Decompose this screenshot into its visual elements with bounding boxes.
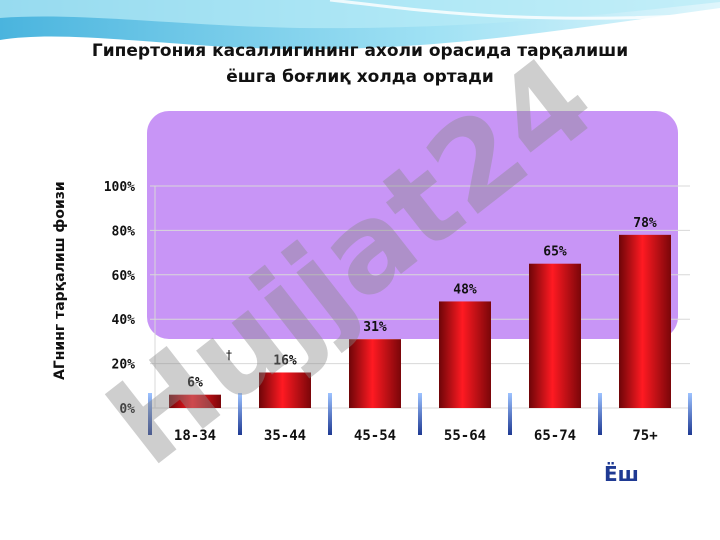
- chart-title-line2: ёшга боғлиқ холда ортади: [226, 67, 494, 87]
- y-tick-label: 60%: [112, 269, 136, 284]
- data-label: 6%: [187, 376, 203, 391]
- category-separator: [418, 393, 422, 435]
- data-label: 78%: [633, 216, 657, 231]
- y-tick-label: 100%: [104, 180, 135, 195]
- x-tick-label: 35-44: [264, 428, 306, 444]
- x-tick-label: 55-64: [444, 428, 486, 444]
- bar: [529, 263, 581, 408]
- dagger-mark: †: [226, 348, 232, 362]
- category-separator: [148, 393, 152, 435]
- chart-title-line1: Гипертония касаллигининг ахоли орасида т…: [91, 41, 629, 61]
- bar: [619, 234, 671, 408]
- data-label: 65%: [543, 245, 567, 260]
- y-axis-label: АГнинг тарқалиш фоизи: [52, 181, 68, 380]
- x-tick-label: 18-34: [174, 428, 216, 444]
- bar: [439, 301, 491, 408]
- x-tick-label: 75+: [632, 428, 657, 444]
- x-axis-label: Ёш: [604, 462, 639, 486]
- data-label: 48%: [453, 282, 477, 297]
- decorative-wave-header: [0, 0, 720, 50]
- bar: [169, 394, 221, 408]
- bar: [259, 372, 311, 408]
- category-separator: [238, 393, 242, 435]
- highlight-panel: [147, 111, 678, 339]
- data-label: 16%: [273, 353, 297, 368]
- category-separator: [328, 393, 332, 435]
- data-label: 31%: [363, 320, 387, 335]
- category-separator: [688, 393, 692, 435]
- bar: [349, 339, 401, 408]
- y-tick-label: 40%: [112, 313, 136, 328]
- y-tick-label: 0%: [119, 402, 135, 417]
- x-tick-label: 45-54: [354, 428, 396, 444]
- category-separator: [508, 393, 512, 435]
- chart-title: Гипертония касаллигининг ахоли орасида т…: [0, 38, 720, 90]
- category-separator: [598, 393, 602, 435]
- y-tick-label: 80%: [112, 224, 136, 239]
- y-tick-label: 20%: [112, 358, 136, 373]
- x-tick-label: 65-74: [534, 428, 576, 444]
